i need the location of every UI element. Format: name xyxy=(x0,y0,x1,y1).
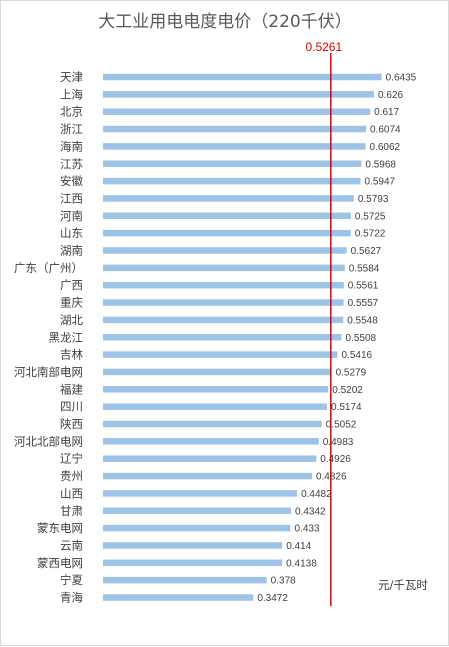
bar xyxy=(103,368,332,376)
data-label: 0.5174 xyxy=(331,402,362,413)
bar xyxy=(103,334,342,341)
data-label: 0.5725 xyxy=(355,211,386,222)
bar xyxy=(103,247,347,254)
bar xyxy=(103,91,375,98)
data-label: 0.414 xyxy=(286,541,311,552)
data-label: 0.4138 xyxy=(286,558,317,569)
unit-label: 元/千瓦时 xyxy=(378,578,428,592)
bar xyxy=(103,195,354,202)
category-label: 甘肃 xyxy=(60,504,83,518)
bars-group: 天津 0.6435 上海 0.626 北京 0.617 浙江 0.6074 海南 0.6062 江苏… xyxy=(14,70,417,605)
category-label: 陕西 xyxy=(60,417,83,431)
chart-title: 大工业用电电度电价（220千伏） xyxy=(98,12,351,32)
bar xyxy=(103,125,367,133)
data-label: 0.5947 xyxy=(365,177,396,188)
category-label: 河南 xyxy=(60,209,83,223)
category-label: 贵州 xyxy=(60,469,83,483)
data-label: 0.3472 xyxy=(257,593,288,604)
category-label: 宁夏 xyxy=(60,573,83,587)
category-label: 海南 xyxy=(60,139,83,153)
category-label: 四川 xyxy=(60,400,83,414)
category-label: 北京 xyxy=(60,105,83,119)
bar xyxy=(103,160,362,167)
category-label: 江苏 xyxy=(60,157,83,171)
category-label: 湖南 xyxy=(60,244,83,258)
bar xyxy=(103,351,338,358)
category-label: 重庆 xyxy=(60,296,83,310)
category-label: 安徽 xyxy=(60,174,83,188)
data-label: 0.5561 xyxy=(348,281,379,292)
bar xyxy=(103,299,344,306)
category-label: 吉林 xyxy=(60,348,83,362)
bar xyxy=(103,472,312,480)
data-label: 0.4983 xyxy=(323,437,354,448)
data-label: 0.4926 xyxy=(320,454,351,465)
category-label: 河北南部电网 xyxy=(14,365,83,379)
data-label: 0.5279 xyxy=(336,367,367,378)
data-label: 0.4342 xyxy=(295,506,326,517)
data-label: 0.617 xyxy=(374,107,399,118)
data-label: 0.5052 xyxy=(326,420,357,431)
category-label: 青海 xyxy=(60,591,83,605)
bar xyxy=(103,507,292,514)
data-label: 0.5968 xyxy=(365,159,396,170)
data-label: 0.6435 xyxy=(386,73,417,84)
category-label: 云南 xyxy=(60,538,83,552)
data-label: 0.5548 xyxy=(347,315,378,326)
category-label: 浙江 xyxy=(60,122,83,136)
data-label: 0.5793 xyxy=(358,194,389,205)
data-label: 0.5202 xyxy=(332,385,363,396)
category-label: 广西 xyxy=(60,278,83,292)
data-label: 0.5557 xyxy=(348,298,379,309)
bar xyxy=(103,438,319,445)
data-label: 0.5627 xyxy=(351,246,382,257)
category-label: 蒙东电网 xyxy=(37,521,83,535)
bar xyxy=(103,229,351,237)
data-label: 0.6062 xyxy=(369,142,400,153)
category-label: 福建 xyxy=(60,382,83,396)
category-label: 江西 xyxy=(60,191,83,205)
bar xyxy=(103,281,344,289)
data-label: 0.4482 xyxy=(301,489,332,500)
category-label: 山东 xyxy=(60,226,83,240)
data-label: 0.6074 xyxy=(370,125,401,136)
data-label: 0.433 xyxy=(294,524,319,535)
bar xyxy=(103,403,328,410)
bar xyxy=(103,316,344,324)
category-label: 上海 xyxy=(60,87,83,101)
data-label: 0.5584 xyxy=(349,263,380,274)
bar xyxy=(103,420,322,428)
category-label: 蒙西电网 xyxy=(37,556,83,570)
category-label: 广东（广州） xyxy=(14,261,83,275)
data-label: 0.378 xyxy=(271,576,296,587)
bar xyxy=(103,143,366,150)
reference-line-label: 0.5261 xyxy=(305,40,342,54)
bar xyxy=(103,264,345,272)
bar xyxy=(103,73,382,81)
bar xyxy=(103,177,361,185)
category-label: 辽宁 xyxy=(60,452,83,466)
bar xyxy=(103,559,283,567)
reference-group: 0.5261 xyxy=(305,40,342,606)
category-label: 湖北 xyxy=(60,313,83,327)
bar xyxy=(103,542,283,549)
data-label: 0.626 xyxy=(378,90,403,101)
bar xyxy=(103,386,329,393)
category-label: 山西 xyxy=(60,486,83,500)
bar xyxy=(103,108,371,115)
data-label: 0.5508 xyxy=(345,333,376,344)
data-label: 0.5416 xyxy=(342,350,373,361)
category-label: 黑龙江 xyxy=(49,330,84,344)
bar xyxy=(103,212,351,220)
category-label: 天津 xyxy=(60,70,83,84)
category-label: 河北北部电网 xyxy=(14,434,83,448)
bar xyxy=(103,576,267,584)
bar xyxy=(103,455,317,462)
bar xyxy=(103,490,298,497)
bar xyxy=(103,594,254,601)
data-label: 0.5722 xyxy=(355,229,386,240)
bar xyxy=(103,524,291,532)
